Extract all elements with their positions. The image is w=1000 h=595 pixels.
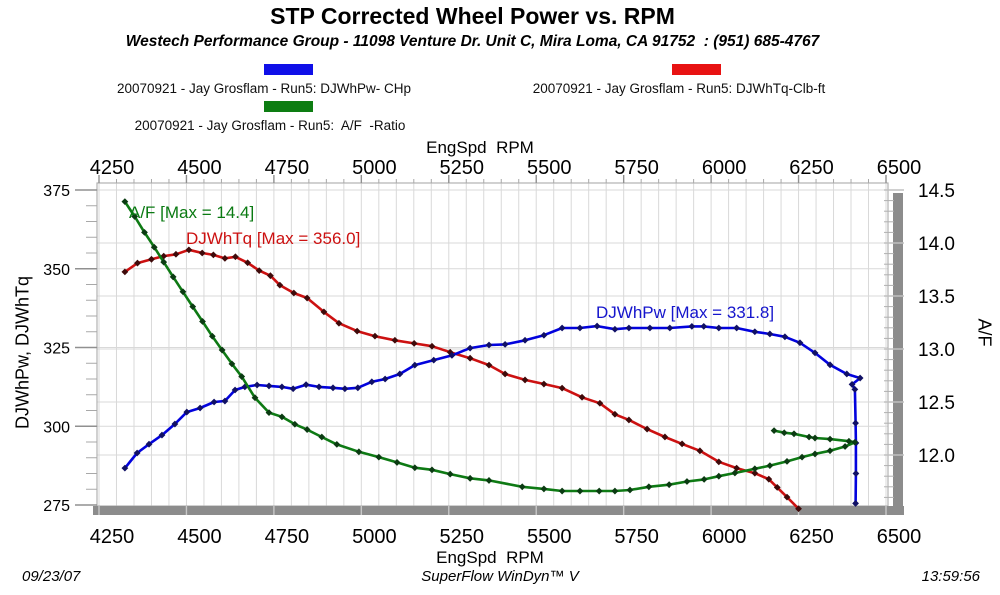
tick-labels: 4250 4250 4500 4500 4750 4750 5000 5000 5250 5250…: [43, 157, 955, 548]
svg-text:13.5: 13.5: [918, 287, 955, 308]
y-axis-title-right: A/F: [974, 318, 995, 347]
legend-label-power: 20070921 - Jay Grosflam - Run5: DJWhPw- …: [116, 81, 412, 96]
svg-text:DJWhPw [Max = 331.8]: DJWhPw [Max = 331.8]: [596, 303, 774, 322]
svg-text:5000: 5000: [352, 157, 397, 179]
svg-text:12.0: 12.0: [918, 446, 955, 467]
x-axis-title-top: EngSpd RPM: [426, 138, 534, 157]
svg-text:12.5: 12.5: [918, 393, 955, 414]
svg-text:6000: 6000: [702, 157, 747, 179]
footer-time: 13:59:56: [921, 568, 980, 585]
svg-text:5250: 5250: [440, 157, 485, 179]
svg-text:5250: 5250: [440, 526, 485, 548]
footer-date: 09/23/07: [22, 568, 81, 585]
legend-swatch-afr: [264, 101, 313, 112]
svg-text:300: 300: [43, 419, 70, 436]
annotations: A/F [Max = 14.4] DJWhTq [Max = 356.0] DJWh…: [129, 203, 774, 322]
svg-text:4500: 4500: [177, 157, 222, 179]
svg-text:A/F [Max = 14.4]: A/F [Max = 14.4]: [129, 203, 254, 222]
svg-text:6500: 6500: [877, 526, 922, 548]
svg-text:4750: 4750: [265, 526, 310, 548]
gridlines: [97, 183, 888, 506]
footer-software-name: SuperFlow WinDyn™ V: [421, 568, 579, 585]
svg-text:4750: 4750: [265, 157, 310, 179]
svg-text:14.5: 14.5: [918, 181, 955, 202]
svg-text:325: 325: [43, 341, 70, 358]
svg-text:6250: 6250: [789, 157, 834, 179]
svg-text:6500: 6500: [877, 157, 922, 179]
svg-text:5750: 5750: [614, 157, 659, 179]
legend-label-torque: 20070921 - Jay Grosflam - Run5: DJWhTq-C…: [532, 81, 826, 96]
svg-text:4250: 4250: [90, 157, 135, 179]
svg-text:5500: 5500: [527, 526, 572, 548]
svg-text:6250: 6250: [789, 526, 834, 548]
svg-text:4500: 4500: [177, 526, 222, 548]
svg-text:13.0: 13.0: [918, 340, 955, 361]
page-title: STP Corrected Wheel Power vs. RPM: [270, 3, 675, 29]
x-axis-title-bottom: EngSpd RPM: [436, 548, 544, 567]
shop-address-subtitle: Westech Performance Group - 11098 Ventur…: [125, 33, 820, 50]
svg-text:5000: 5000: [352, 526, 397, 548]
series-DJWhPw: [121, 322, 864, 507]
legend-swatch-power: [264, 64, 313, 75]
gray-border-bars: [93, 193, 904, 515]
svg-text:275: 275: [43, 498, 70, 515]
svg-text:14.0: 14.0: [918, 234, 955, 255]
legend-label-afr: 20070921 - Jay Grosflam - Run5: A/F -Rat…: [134, 118, 406, 133]
svg-text:350: 350: [43, 262, 70, 279]
svg-text:375: 375: [43, 183, 70, 200]
svg-text:5500: 5500: [527, 157, 572, 179]
svg-text:4250: 4250: [90, 526, 135, 548]
svg-text:6000: 6000: [702, 526, 747, 548]
svg-text:DJWhTq [Max = 356.0]: DJWhTq [Max = 356.0]: [186, 229, 360, 248]
y-axis-title-left: DJWhPw, DJWhTq: [12, 275, 33, 430]
svg-text:5750: 5750: [614, 526, 659, 548]
series-AF: [121, 198, 859, 495]
legend-swatch-torque: [672, 64, 721, 75]
series-DJWhTq: [121, 246, 802, 513]
